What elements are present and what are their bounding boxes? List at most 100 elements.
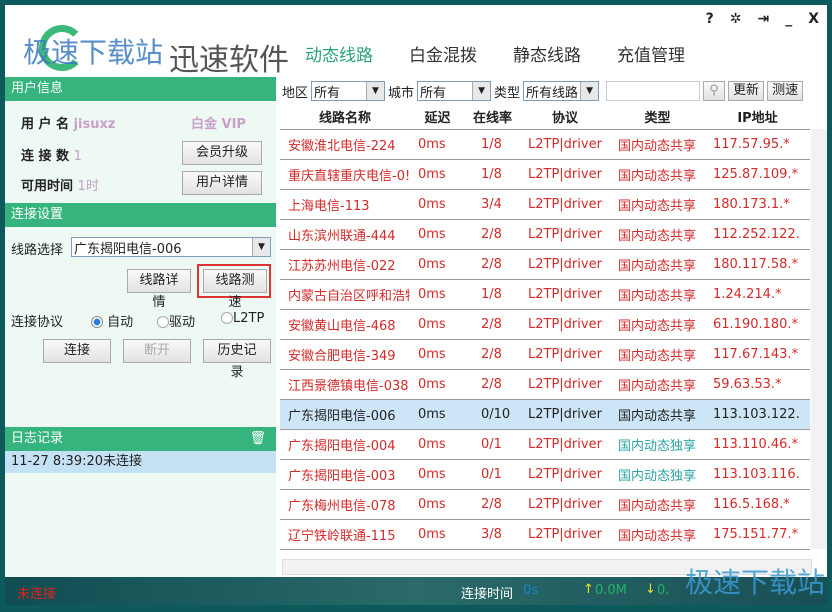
upgrade-button[interactable]: 会员升级 [182,141,262,165]
radio-label: 驱动 [169,315,196,330]
tab-recharge[interactable]: 充值管理 [617,46,685,66]
exit-icon[interactable]: ⇥ [757,11,770,27]
section-title: 日志记录 [11,431,64,446]
table-row[interactable]: 重庆直辖重庆电信-0! 0ms 1/8 L2TP|driver 国内动态共享 125.87… [280,159,810,190]
protocol-driver-radio[interactable]: 驱动 [157,311,195,330]
protocol: L2TP|driver [520,459,610,490]
ip-address: 180.173.1.* [705,189,810,220]
line-name: 江西景德镇电信-038 [280,369,410,400]
help-icon[interactable]: ? [705,11,714,27]
region-select[interactable]: 所有 ▼ [311,81,386,101]
type-select[interactable]: 所有线路 ▼ [523,81,600,101]
table-row[interactable]: 上海电信-113 0ms 3/4 L2TP|driver 国内动态共享 180.173.1… [280,189,810,220]
latency: 0ms [410,189,465,220]
search-input[interactable] [606,81,701,101]
type-value: 所有线路 [526,85,579,101]
download-arrow-icon: ↓ [645,582,656,597]
time-label: 可用时间 [21,179,74,194]
line-type: 国内动态独享 [610,429,705,460]
table-row[interactable]: 安徽淮北电信-224 0ms 1/8 L2TP|driver 国内动态共享 117.57.… [280,129,810,160]
status-bar: 未连接 连接时间 0s ↑ 0.0M ↓ 0. 极速下载站 [5,566,827,605]
online-rate: 0/1 [465,459,520,490]
latency: 0ms [410,219,465,250]
table-row[interactable]: 内蒙古自治区呼和浩特 0ms 1/8 L2TP|driver 国内动态共享 1.24.21… [280,279,810,310]
protocol: L2TP|driver [520,189,610,220]
table-row[interactable]: 江苏苏州电信-022 0ms 2/8 L2TP|driver 国内动态共享 180.117… [280,249,810,280]
vertical-scrollbar[interactable] [811,129,827,549]
online-rate: 2/8 [465,339,520,370]
city-select[interactable]: 所有 ▼ [417,81,492,101]
user-details-button[interactable]: 用户详情 [182,171,262,195]
watermark: 极速下载站 [685,566,826,599]
search-icon[interactable]: ⚲ [703,81,726,101]
ip-address: 125.87.109.* [705,159,810,190]
type-label: 类型 [494,85,521,101]
line-details-button[interactable]: 线路详情 [127,269,191,310]
line-select-label: 线路选择 [11,243,64,258]
line-name: 上海电信-113 [280,189,410,220]
column-header[interactable]: IP地址 [705,105,810,130]
table-row[interactable]: 广东梅州电信-078 0ms 2/8 L2TP|driver 国内动态共享 116.5.1… [280,489,810,520]
column-header[interactable]: 延迟 [410,105,465,130]
line-speed-test-button[interactable]: 线路测速 [203,269,267,310]
line-type: 国内动态共享 [610,249,705,280]
column-header[interactable]: 线路名称 [280,105,410,130]
latency: 0ms [410,159,465,190]
table-row[interactable]: 山东滨州联通-444 0ms 2/8 L2TP|driver 国内动态共享 112.252… [280,219,810,250]
ip-address: 112.252.122. [705,219,810,250]
table-row[interactable]: 广东揭阳电信-004 0ms 0/1 L2TP|driver 国内动态独享 113.110… [280,429,810,460]
protocol: L2TP|driver [520,429,610,460]
city-value: 所有 [420,85,447,101]
online-rate: 2/8 [465,249,520,280]
online-rate: 3/4 [465,189,520,220]
gear-icon[interactable]: ✲ [729,11,742,27]
speed-test-button[interactable]: 测速 [767,81,804,101]
close-icon[interactable]: X [808,11,819,27]
chevron-down-icon: ▼ [366,82,385,100]
ip-address: 113.103.116. [705,459,810,490]
table-row[interactable]: 江西景德镇电信-038 0ms 2/8 L2TP|driver 国内动态共享 59.63.… [280,369,810,400]
connect-button[interactable]: 连接 [43,339,111,363]
protocol-l2tp-radio[interactable]: L2TP [221,311,264,326]
section-title: 用户信息 [11,81,64,96]
line-type: 国内动态共享 [610,129,705,160]
ip-address: 117.57.95.* [705,129,810,160]
column-header[interactable]: 在线率 [465,105,520,130]
vip-badge: 白金 VIP [191,117,246,132]
tab-static-lines[interactable]: 静态线路 [513,46,581,66]
minimize-icon[interactable]: _ [785,11,793,27]
line-type: 国内动态共享 [610,399,705,430]
table-row[interactable]: 安徽黄山电信-468 0ms 2/8 L2TP|driver 国内动态共享 61.190.… [280,309,810,340]
chevron-down-icon: ▼ [252,238,270,256]
protocol-auto-radio[interactable]: 自动 [91,311,133,330]
region-value: 所有 [314,85,341,101]
tab-dynamic-lines[interactable]: 动态线路 [305,46,373,66]
trash-icon[interactable]: 🗑 [249,431,266,446]
line-select[interactable]: 广东揭阳电信-006 ▼ [71,237,271,257]
horizontal-scrollbar[interactable] [282,559,812,575]
online-rate: 2/8 [465,369,520,400]
column-header[interactable]: 协议 [520,105,610,130]
protocol: L2TP|driver [520,339,610,370]
column-header[interactable]: 类型 [610,105,705,130]
tab-platinum-mix[interactable]: 白金混拨 [409,46,477,66]
watermark: 极速下载站 [23,36,164,69]
table-row[interactable]: 安徽合肥电信-349 0ms 2/8 L2TP|driver 国内动态共享 117.67.… [280,339,810,370]
window-controls: ? ✲ ⇥ _ X [706,11,819,27]
table-row[interactable]: 广东揭阳电信-006 0ms 0/10 L2TP|driver 国内动态共享 113.10… [280,399,810,430]
refresh-button[interactable]: 更新 [728,81,765,101]
history-button[interactable]: 历史记录 [203,339,271,380]
line-type: 国内动态独享 [610,459,705,490]
download-value: 0. [657,583,670,598]
ip-address: 175.151.77.* [705,519,810,550]
main-nav: 动态线路 白金混拨 静态线路 充值管理 [305,41,685,66]
online-rate: 1/8 [465,129,520,160]
table-row[interactable]: 辽宁铁岭联通-115 0ms 3/8 L2TP|driver 国内动态共享 175.151… [280,519,810,550]
upload-value: 0.0M [595,583,627,598]
online-rate: 2/8 [465,489,520,520]
disconnect-button[interactable]: 断开 [123,339,191,363]
latency: 0ms [410,519,465,550]
username: jisuxz [73,117,116,132]
table-row[interactable]: 广东揭阳电信-003 0ms 0/1 L2TP|driver 国内动态独享 113.103… [280,459,810,490]
line-name: 江苏苏州电信-022 [280,249,410,280]
